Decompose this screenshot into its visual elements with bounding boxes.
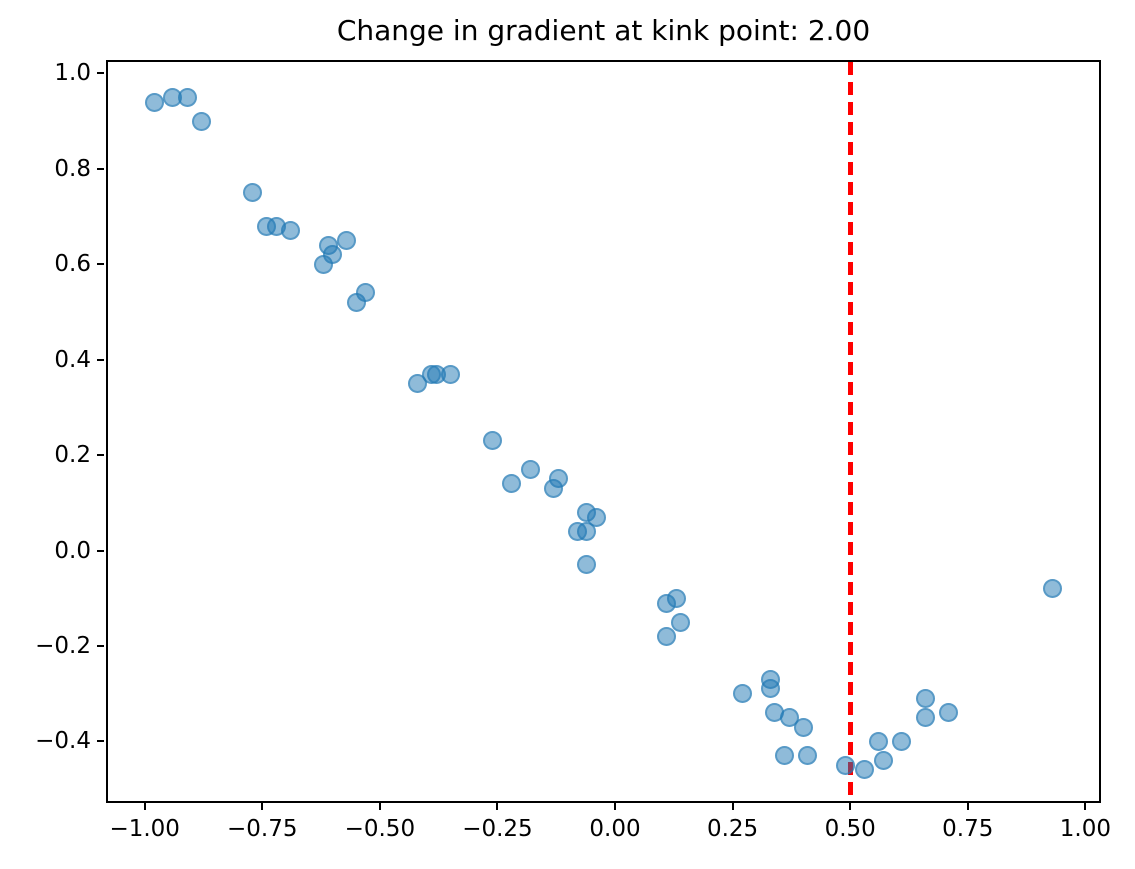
scatter-point: [915, 708, 935, 727]
scatter-point: [177, 87, 197, 107]
y-tick-mark: [97, 72, 104, 75]
scatter-point: [793, 717, 813, 737]
scatter-point: [873, 750, 893, 770]
scatter-point: [440, 364, 460, 384]
scatter-point: [760, 679, 780, 699]
y-tick-label: −0.2: [35, 632, 91, 659]
scatter-point: [356, 283, 376, 303]
y-tick-mark: [97, 454, 104, 457]
scatter-point: [243, 183, 263, 203]
scatter-point: [732, 684, 752, 704]
x-tick-label: −0.50: [344, 816, 416, 842]
y-tick-mark: [97, 358, 104, 361]
scatter-point: [779, 708, 799, 727]
scatter-point: [520, 459, 540, 479]
x-tick-mark: [1084, 803, 1087, 810]
scatter-point: [577, 521, 597, 541]
x-tick-label: 1.00: [1059, 816, 1111, 842]
scatter-point: [774, 746, 794, 766]
scatter-point: [337, 230, 357, 250]
x-tick-mark: [261, 803, 264, 810]
x-tick-label: −0.25: [462, 816, 533, 842]
x-tick-label: 0.00: [589, 816, 641, 842]
scatter-point: [483, 431, 503, 451]
scatter-point: [1042, 579, 1062, 599]
y-tick-label: 0.0: [54, 537, 91, 564]
x-tick-label: 0.25: [706, 816, 759, 842]
x-tick-mark: [496, 803, 499, 810]
x-tick-label: 0.50: [824, 816, 876, 842]
y-tick-mark: [97, 644, 104, 647]
x-tick-mark: [731, 803, 734, 810]
scatter-point: [586, 507, 606, 527]
scatter-point: [868, 731, 888, 751]
y-tick-label: −0.4: [35, 728, 91, 755]
scatter-point: [502, 474, 522, 494]
scatter-point: [915, 688, 935, 708]
scatter-point: [892, 731, 912, 751]
x-tick-mark: [143, 803, 146, 810]
scatter-point: [854, 760, 874, 780]
x-tick-mark: [966, 803, 969, 810]
y-tick-label: 0.8: [54, 155, 91, 182]
y-tick-mark: [97, 263, 104, 266]
scatter-point: [280, 221, 300, 241]
x-tick-label: 0.75: [942, 816, 994, 842]
scatter-point: [939, 703, 959, 723]
y-tick-mark: [97, 549, 104, 552]
x-tick-label: −0.75: [227, 816, 298, 842]
scatter-point: [666, 588, 686, 608]
y-tick-label: 0.4: [54, 346, 91, 373]
x-tick-label: −1.00: [109, 816, 180, 842]
x-tick-mark: [614, 803, 617, 810]
scatter-point: [798, 746, 818, 766]
plot-area: −1.00 −0.75 −0.50 −0.25 0.00 0.25 0.50 0.75 1.00…: [35, 60, 1111, 842]
scatter-point: [191, 111, 211, 131]
scatter-point: [657, 626, 677, 646]
scatter-point: [577, 555, 597, 575]
y-tick-mark: [97, 740, 104, 743]
scatter-point: [323, 245, 343, 265]
scatter-point: [144, 92, 164, 112]
chart-title: Change in gradient at kink point: 2.00: [336, 14, 871, 47]
x-tick-mark: [849, 803, 852, 810]
scatter-point: [671, 612, 691, 632]
scatter-point: [835, 755, 855, 775]
scatter-point: [549, 469, 569, 489]
kink-point-vline: [847, 62, 853, 801]
y-tick-label: 0.6: [54, 251, 91, 278]
x-tick-mark: [378, 803, 381, 810]
y-tick-mark: [97, 167, 104, 170]
y-tick-label: 1.0: [54, 60, 91, 87]
y-tick-label: 0.2: [54, 442, 91, 469]
